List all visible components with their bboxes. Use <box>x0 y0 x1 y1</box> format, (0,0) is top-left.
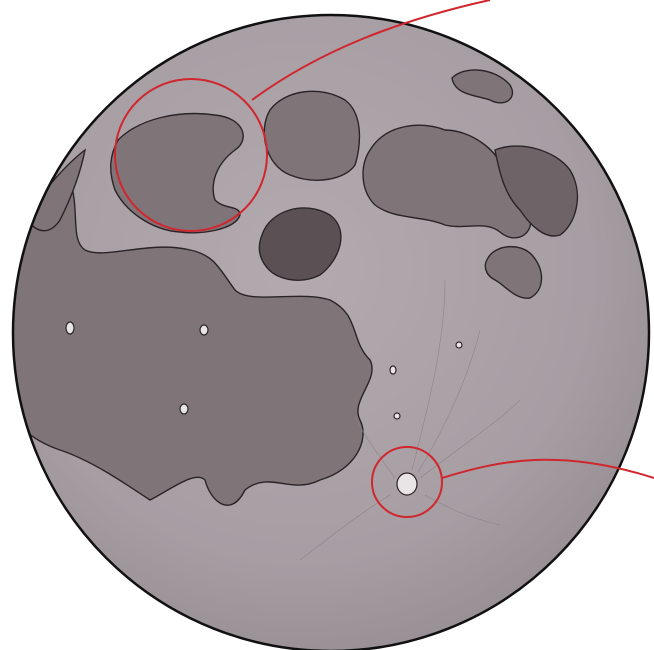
callout-line <box>441 458 654 479</box>
crater-tycho <box>396 472 418 496</box>
ray <box>419 399 521 479</box>
mare-small-north <box>451 69 514 104</box>
crater <box>65 321 75 335</box>
ray <box>411 279 446 471</box>
craters <box>65 321 463 496</box>
mare-northwest <box>110 112 244 234</box>
callout-circle <box>114 78 268 232</box>
moon-outline <box>11 13 651 650</box>
callouts <box>114 0 654 518</box>
mare-north <box>263 90 361 181</box>
mare-west <box>13 178 373 506</box>
crater <box>179 403 189 415</box>
crater <box>199 324 209 336</box>
maria <box>13 69 579 506</box>
callout-line <box>251 0 491 101</box>
crater <box>393 412 401 420</box>
ray <box>299 494 391 561</box>
ray <box>424 494 501 526</box>
callout-circle <box>371 446 443 518</box>
mare-east <box>494 145 579 237</box>
ray <box>354 414 396 479</box>
dark-basin <box>258 207 342 281</box>
crater <box>389 365 397 375</box>
mare-northeast <box>362 124 532 239</box>
mare-small-east <box>484 246 543 299</box>
crater <box>455 341 463 349</box>
